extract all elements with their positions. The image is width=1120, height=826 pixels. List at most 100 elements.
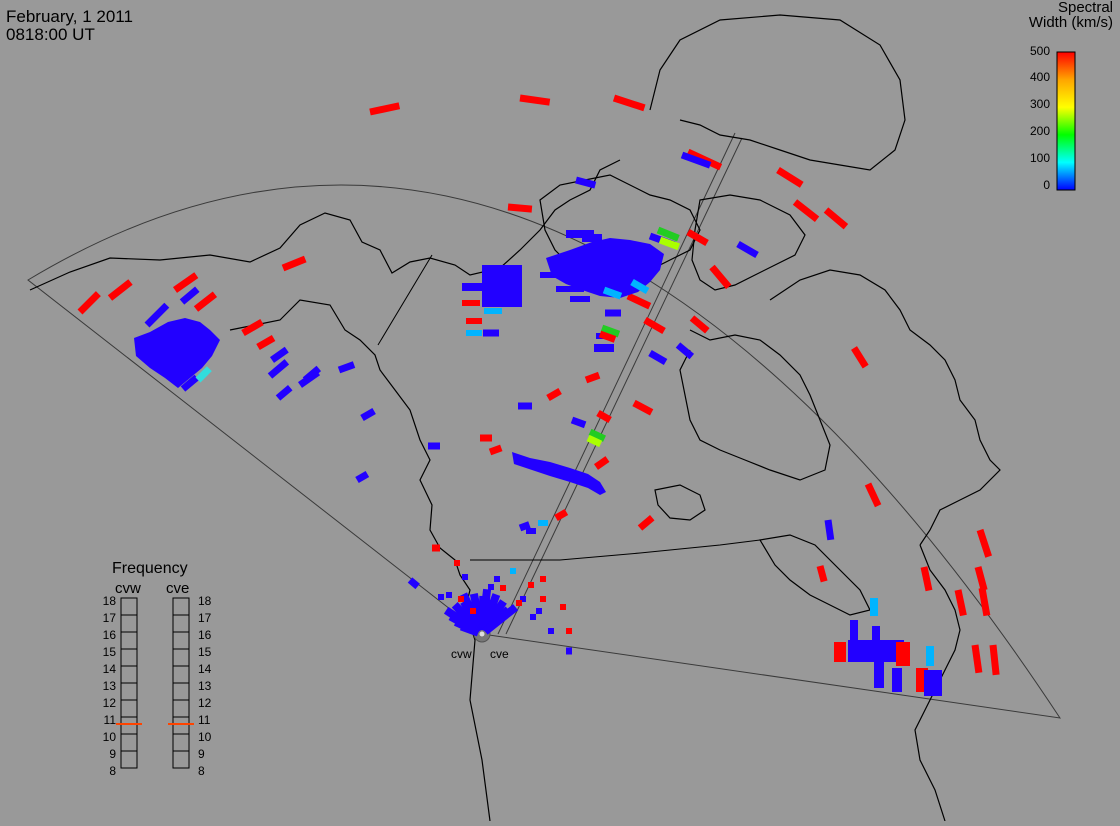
backscatter-arc <box>512 452 606 495</box>
colorbar-gradient <box>1056 51 1076 191</box>
backscatter-segment <box>598 330 617 343</box>
frequency-level-label: 10 <box>198 730 212 744</box>
backscatter-segment <box>554 508 569 522</box>
radar-site-center <box>479 631 485 637</box>
backscatter-segment <box>507 203 533 213</box>
backscatter-segment <box>675 342 695 360</box>
frequency-level-label: 8 <box>198 764 205 778</box>
backscatter-segment <box>978 587 991 617</box>
border-alaska-canada <box>377 254 433 346</box>
backscatter-segment <box>637 515 655 531</box>
backscatter-segment <box>546 387 562 402</box>
backscatter-cell <box>466 330 482 336</box>
backscatter-segment <box>570 416 587 429</box>
backscatter-cell <box>500 585 506 591</box>
backscatter-cell <box>874 660 884 688</box>
backscatter-segment <box>267 359 290 379</box>
backscatter-segment <box>976 528 992 558</box>
backscatter-segment <box>256 334 276 351</box>
backscatter-cell <box>540 596 546 602</box>
backscatter-segment <box>626 292 652 310</box>
backscatter-segment <box>586 434 603 448</box>
backscatter-cell <box>538 520 548 526</box>
backscatter-cell <box>446 592 452 598</box>
backscatter-cell <box>594 344 614 352</box>
backscatter-segment <box>337 361 356 374</box>
backscatter-cell <box>520 596 526 602</box>
backscatter-cell <box>582 234 602 242</box>
frequency-level-label: 13 <box>102 679 116 693</box>
frequency-level-label: 17 <box>198 611 212 625</box>
backscatter-cell <box>470 608 476 614</box>
backscatter-segment <box>518 402 532 410</box>
backscatter-segment <box>281 255 307 272</box>
backscatter-cell <box>462 300 480 306</box>
colorbar-ticks: 500 400 300 200 100 0 <box>1020 44 1050 194</box>
backscatter-segment <box>566 647 572 655</box>
backscatter-segment <box>989 644 1000 676</box>
backscatter-cell <box>560 604 566 610</box>
backscatter-segment <box>596 409 612 424</box>
backscatter-segment <box>195 366 212 383</box>
backscatter-segment <box>77 291 101 315</box>
colorbar-title-line1: Spectral <box>1057 0 1113 16</box>
frequency-level-label: 18 <box>102 594 116 608</box>
backscatter-segment <box>643 316 666 335</box>
backscatter-cell <box>462 574 468 580</box>
backscatter-segment <box>369 102 401 116</box>
backscatter-segment <box>920 566 933 592</box>
backscatter-segment <box>180 374 200 392</box>
backscatter-segment <box>605 309 621 317</box>
frequency-level-label: 9 <box>198 747 205 761</box>
backscatter-segment <box>179 286 200 305</box>
backscatter-cell <box>556 286 584 292</box>
backscatter-segment <box>584 371 601 384</box>
frequency-level-label: 13 <box>198 679 212 693</box>
backscatter-segment <box>482 604 519 635</box>
backscatter-segment <box>575 176 597 189</box>
backscatter-cell <box>516 600 522 606</box>
backscatter-cell <box>548 628 554 634</box>
backscatter-segment <box>172 272 199 293</box>
backscatter-segment <box>689 315 710 334</box>
backscatter-cell <box>834 642 846 662</box>
backscatter-cell <box>892 668 902 692</box>
backscatter-cell <box>540 272 570 278</box>
backscatter-segment <box>588 428 606 442</box>
coastline-great-lakes <box>759 534 871 616</box>
backscatter-cluster <box>134 318 220 388</box>
frequency-level-label: 16 <box>102 628 116 642</box>
backscatter-cell <box>458 596 464 602</box>
coastline-hudson <box>679 329 831 481</box>
backscatter-cell <box>438 594 444 600</box>
backscatter-cell <box>566 230 594 238</box>
backscatter-segment <box>275 385 293 401</box>
backscatter-segment <box>428 442 440 450</box>
backscatter-segment <box>519 94 551 106</box>
frequency-level-label: 16 <box>198 628 212 642</box>
backscatter-cluster <box>848 640 904 662</box>
colorbar-title: Spectral Width (km/s) <box>1029 0 1113 30</box>
backscatter-cell <box>494 576 500 582</box>
timestamp-block: February, 1 2011 0818:00 UT <box>6 8 133 44</box>
backscatter-segment <box>480 434 492 442</box>
frequency-level-label: 14 <box>198 662 212 676</box>
backscatter-cell <box>570 296 590 302</box>
frequency-level-label: 11 <box>198 713 211 727</box>
backscatter-segment <box>432 544 440 552</box>
backscatter-cell <box>870 598 878 616</box>
backscatter-cell <box>896 642 910 666</box>
backscatter-segment <box>792 199 820 222</box>
frequency-title: Frequency <box>112 560 188 577</box>
backscatter-segment <box>658 236 680 251</box>
coastline-labrador <box>769 269 1001 546</box>
backscatter-segment <box>602 286 623 300</box>
colorbar-tick: 300 <box>1029 97 1050 111</box>
beam-line <box>497 132 736 635</box>
backscatter-cell <box>526 528 536 534</box>
backscatter-segment <box>974 566 988 592</box>
frequency-level-label: 14 <box>102 662 116 676</box>
frequency-level-label: 11 <box>103 713 116 727</box>
borders <box>377 254 761 561</box>
backscatter-cell <box>540 576 546 582</box>
